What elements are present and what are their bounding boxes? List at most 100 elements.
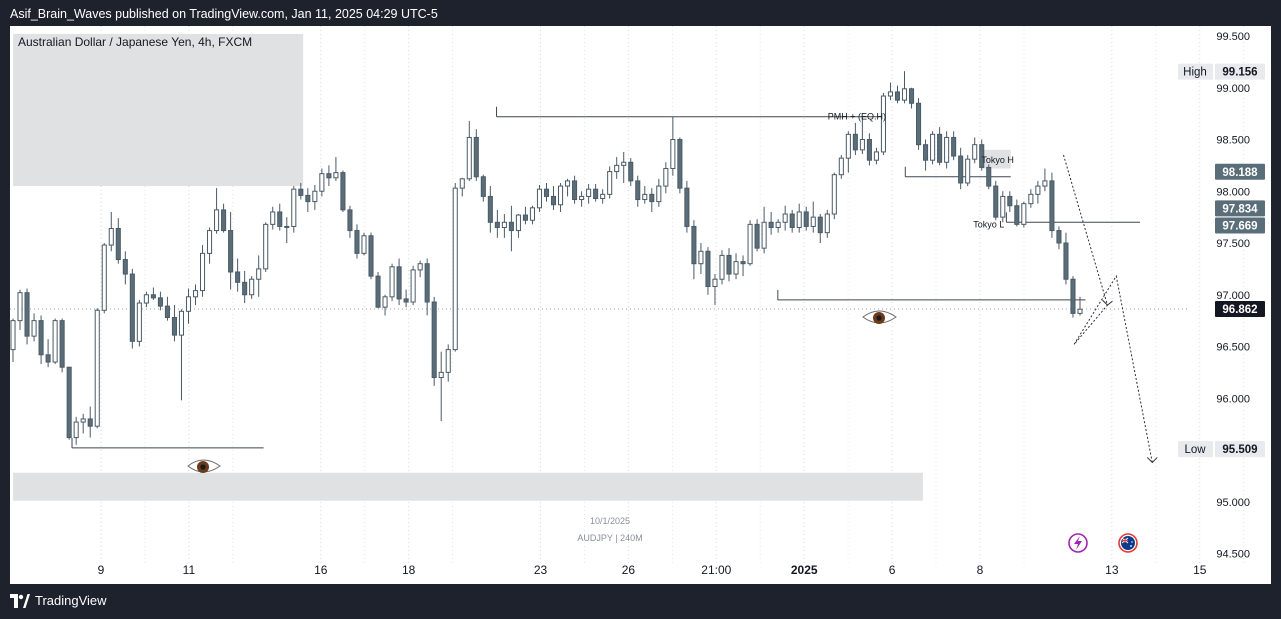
time-tick: 2025 bbox=[791, 563, 818, 577]
candle-down bbox=[473, 136, 479, 178]
candle bbox=[101, 243, 107, 314]
candle bbox=[326, 165, 332, 187]
candle bbox=[291, 186, 297, 233]
candle-up bbox=[586, 188, 592, 197]
price-tick: 99.500 bbox=[1216, 31, 1250, 43]
candle-up bbox=[810, 216, 816, 227]
candle bbox=[649, 188, 655, 212]
candle bbox=[1007, 191, 1013, 212]
candle bbox=[340, 170, 346, 212]
candle bbox=[866, 133, 872, 166]
watermark-symbol: AUDJPY | 240M bbox=[577, 533, 642, 543]
candle-up bbox=[965, 158, 971, 184]
annotation-label: Tokyo H bbox=[981, 155, 1014, 165]
price-tick: 97.500 bbox=[1216, 238, 1250, 250]
candle-down bbox=[726, 254, 732, 275]
candle bbox=[635, 175, 641, 207]
candle bbox=[256, 255, 262, 297]
candle bbox=[522, 206, 528, 225]
candle bbox=[803, 206, 809, 231]
candle-down bbox=[164, 305, 170, 319]
candle bbox=[543, 182, 550, 202]
candle bbox=[1042, 168, 1048, 192]
zones bbox=[13, 33, 1011, 501]
time-tick: 16 bbox=[314, 563, 328, 577]
candle-down bbox=[803, 211, 809, 227]
price-tick: 98.500 bbox=[1216, 135, 1250, 147]
candle-up bbox=[361, 235, 367, 254]
candle-down bbox=[87, 418, 93, 427]
candle bbox=[10, 318, 16, 363]
candle bbox=[754, 219, 760, 252]
candle-down bbox=[1014, 205, 1020, 225]
candle bbox=[52, 318, 58, 365]
candle-down bbox=[1007, 195, 1013, 207]
candle-up bbox=[565, 180, 571, 187]
candle bbox=[1070, 276, 1076, 318]
candle-up bbox=[515, 214, 521, 232]
zone-lower-demand bbox=[13, 472, 923, 501]
candle-down bbox=[684, 187, 690, 227]
candle-up bbox=[880, 95, 886, 153]
price-label-value: 99.156 bbox=[1222, 67, 1257, 79]
price-label-box bbox=[1215, 163, 1265, 180]
time-tick: 15 bbox=[1193, 563, 1207, 577]
candle bbox=[438, 351, 444, 422]
candle bbox=[810, 201, 816, 233]
candle bbox=[572, 175, 578, 204]
candle bbox=[494, 209, 500, 238]
chart-area[interactable]: PMH + (EQ.H) Tokyo H Tokyo L 99.500 99.000 9… bbox=[10, 26, 1271, 584]
candle-up bbox=[452, 187, 458, 351]
candle-up bbox=[712, 278, 718, 287]
price-label-tag: Low bbox=[1184, 444, 1206, 456]
candle-down bbox=[923, 144, 929, 161]
candle-up bbox=[207, 230, 213, 254]
candle bbox=[480, 174, 486, 202]
price-label-value: 97.669 bbox=[1222, 221, 1257, 233]
candle-down bbox=[986, 166, 992, 187]
candle-up bbox=[185, 296, 192, 312]
eye-icon bbox=[187, 459, 221, 473]
candle bbox=[270, 206, 276, 230]
candle-up bbox=[887, 91, 894, 97]
candle-down bbox=[298, 188, 304, 196]
candle-down bbox=[494, 221, 500, 228]
candle-up bbox=[901, 88, 908, 101]
candle-down bbox=[979, 144, 985, 168]
time-tick: 26 bbox=[622, 563, 636, 577]
candle-down bbox=[789, 213, 795, 228]
candle bbox=[298, 182, 304, 200]
time-tick: 13 bbox=[1105, 563, 1119, 577]
candle bbox=[817, 214, 823, 243]
candle bbox=[242, 270, 248, 304]
candle-down bbox=[368, 235, 374, 277]
candle bbox=[677, 137, 683, 194]
candle bbox=[1049, 172, 1055, 238]
candle bbox=[972, 137, 978, 164]
candle bbox=[944, 131, 950, 169]
candle bbox=[536, 185, 543, 212]
candle-down bbox=[157, 297, 163, 307]
lightning-icon[interactable] bbox=[1068, 533, 1088, 553]
candle-up bbox=[621, 161, 627, 166]
candle-up bbox=[80, 418, 86, 423]
candle-up bbox=[824, 213, 830, 234]
australia-flag-icon[interactable] bbox=[1118, 533, 1138, 553]
candle bbox=[171, 305, 177, 342]
candle-up bbox=[73, 421, 79, 439]
candle-down bbox=[431, 301, 437, 379]
candle-up bbox=[214, 209, 220, 232]
candle-up bbox=[529, 207, 535, 221]
candle-down bbox=[277, 211, 283, 227]
candle bbox=[452, 182, 458, 352]
price-tick: 94.500 bbox=[1216, 549, 1250, 561]
candle bbox=[410, 265, 416, 306]
candle-up bbox=[796, 211, 802, 228]
candle bbox=[593, 184, 599, 202]
candle-down bbox=[768, 221, 774, 228]
eye-icon bbox=[862, 310, 897, 324]
candle-down bbox=[228, 230, 234, 273]
candle-down bbox=[150, 294, 156, 299]
candle bbox=[958, 147, 964, 190]
